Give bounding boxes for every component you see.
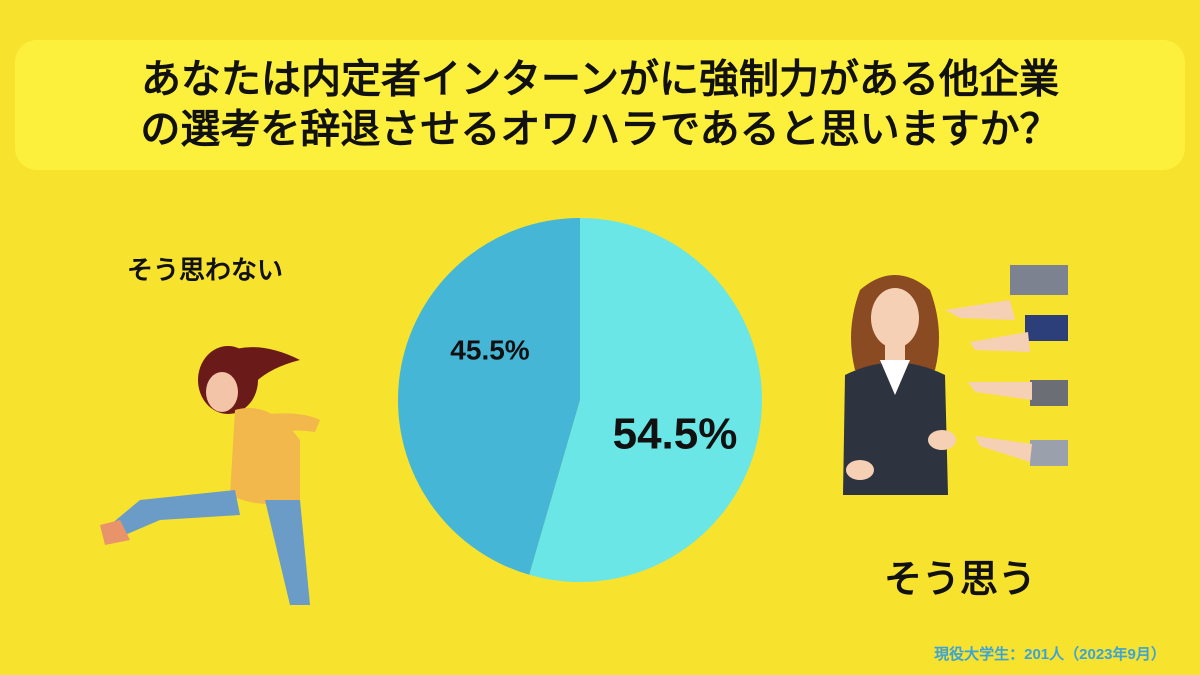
category-label: そう思う (884, 559, 1036, 601)
category-label: そう思わない (127, 255, 283, 285)
title-box (15, 40, 1185, 170)
value-label: 45.5% (450, 334, 529, 365)
value-label: 54.5% (613, 410, 738, 459)
running-woman-illustration (100, 346, 320, 605)
pie-slice (398, 217, 580, 575)
worried-woman-illustration (843, 265, 1068, 495)
title-line: あなたは内定者インターンがに強制力がある他企業 (141, 57, 1059, 102)
title-line: の選考を辞退させるオワハラであると思いますか？ (140, 108, 1059, 152)
note: 現役大学生：201人（2023年9月） (934, 645, 1166, 663)
pie-slice (529, 218, 762, 582)
